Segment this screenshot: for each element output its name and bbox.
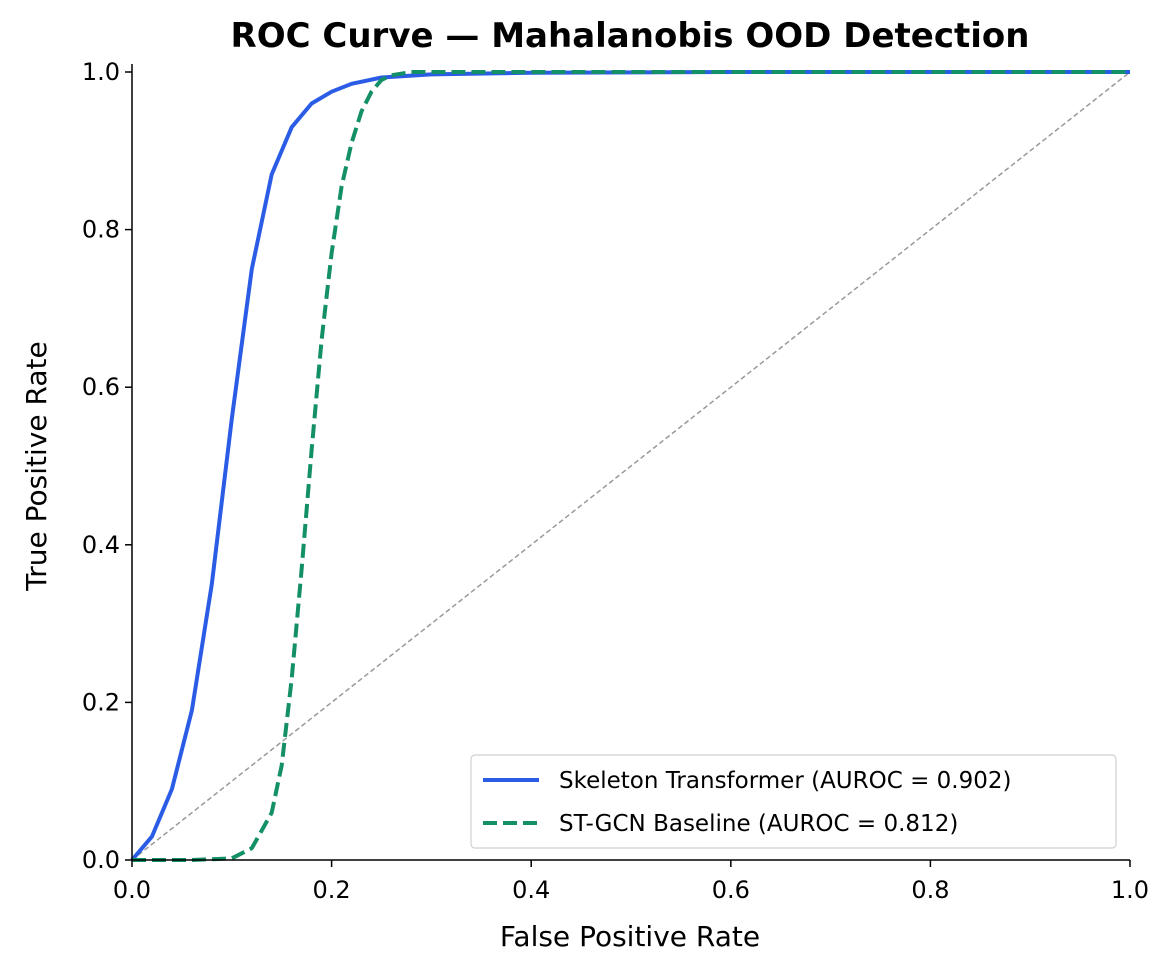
axes: 0.0 0.2 0.4 0.6 0.8 1.0 0.0 0.2 0.4 0.6 0.8 1.0: [82, 58, 1149, 904]
legend-label: ST-GCN Baseline (AUROC = 0.812): [559, 811, 958, 837]
plot-area: [130, 70, 1131, 862]
y-tick-label: 1.0: [82, 58, 120, 86]
x-tick-label: 0.0: [113, 876, 151, 904]
x-tick-label: 0.2: [313, 876, 351, 904]
y-tick-label: 0.4: [82, 531, 120, 559]
legend-box: [470, 754, 1117, 849]
x-tick-label: 1.0: [1111, 876, 1149, 904]
x-tick-label: 0.8: [911, 876, 949, 904]
x-axis-label: False Positive Rate: [500, 920, 760, 953]
y-tick-label: 0.0: [82, 846, 120, 874]
y-axis-label: True Positive Rate: [20, 341, 53, 591]
y-tick-label: 0.6: [82, 373, 120, 401]
y-tick-label: 0.8: [82, 216, 120, 244]
x-tick-label: 0.4: [512, 876, 550, 904]
x-tick-label: 0.6: [712, 876, 750, 904]
y-tick-label: 0.2: [82, 688, 120, 716]
legend: Skeleton Transformer (AUROC = 0.902) ST-G…: [470, 754, 1117, 849]
chart-title: ROC Curve — Mahalanobis OOD Detection: [231, 16, 1030, 56]
series-line-st-gcn: [132, 70, 1130, 862]
legend-label: Skeleton Transformer (AUROC = 0.902): [559, 768, 1012, 794]
chance-line: [131, 71, 1131, 861]
